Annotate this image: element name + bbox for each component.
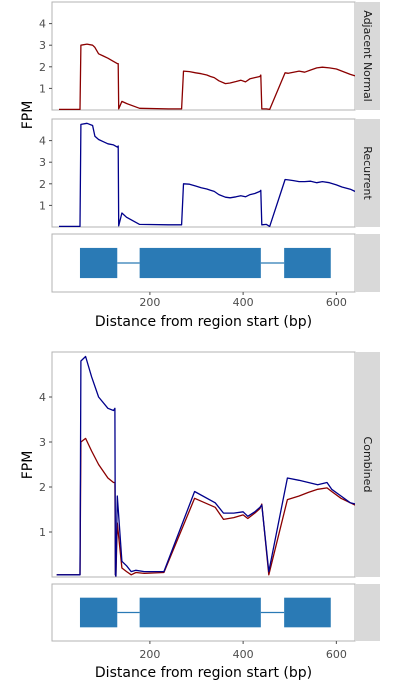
facet-strip — [356, 2, 380, 110]
facet-panel: 1 2 3 4 Recurrent — [39, 118, 380, 228]
annotation-strip — [356, 234, 380, 292]
facet-strip — [356, 352, 380, 577]
y-tick-label: 1 — [39, 526, 46, 539]
y-tick-label: 3 — [39, 436, 46, 449]
series-line — [56, 355, 355, 577]
x-tick-label: 600 — [326, 648, 347, 661]
series-line — [59, 122, 355, 227]
facet-strip-label: Adjacent Normal — [361, 10, 374, 102]
facet-strip-label: Recurrent — [361, 146, 374, 200]
panel-border — [51, 1, 356, 111]
exon-block — [139, 247, 261, 279]
facet-strip-label: Combined — [361, 437, 374, 493]
series-line — [59, 43, 355, 110]
y-axis-title: FPM — [20, 451, 36, 480]
y-tick-label: 1 — [39, 82, 46, 95]
facet-panel: 1 2 3 4 Combined — [39, 351, 380, 578]
x-axis-title: Distance from region start (bp) — [95, 665, 312, 681]
exon-block — [79, 247, 118, 279]
exon-block — [284, 597, 331, 628]
facet-panel: 1 2 3 4 Adjacent Normal — [39, 1, 380, 111]
y-tick-label: 4 — [39, 391, 46, 404]
gene-annotation-track: 200 400 600 — [51, 233, 380, 309]
exon-block — [79, 597, 118, 628]
y-tick-label: 3 — [39, 156, 46, 169]
x-tick-label: 200 — [139, 296, 160, 309]
exon-block — [139, 597, 261, 628]
gene-annotation-track: 200 400 600 — [51, 583, 380, 661]
series-line — [56, 437, 355, 577]
x-tick-label: 400 — [233, 648, 254, 661]
y-tick-label: 2 — [39, 178, 46, 191]
x-tick-label: 400 — [233, 296, 254, 309]
y-tick-label: 2 — [39, 481, 46, 494]
panel-border — [51, 351, 356, 578]
annotation-strip — [356, 584, 380, 641]
facet-strip — [356, 119, 380, 227]
y-tick-label: 1 — [39, 199, 46, 212]
y-axis-title: FPM — [20, 101, 36, 130]
y-tick-label: 4 — [39, 18, 46, 31]
y-tick-label: 2 — [39, 61, 46, 74]
x-tick-label: 600 — [326, 296, 347, 309]
x-axis-title: Distance from region start (bp) — [95, 314, 312, 330]
y-tick-label: 4 — [39, 135, 46, 148]
exon-block — [284, 247, 331, 279]
x-tick-label: 200 — [139, 648, 160, 661]
y-tick-label: 3 — [39, 39, 46, 52]
panel-border — [51, 118, 356, 228]
